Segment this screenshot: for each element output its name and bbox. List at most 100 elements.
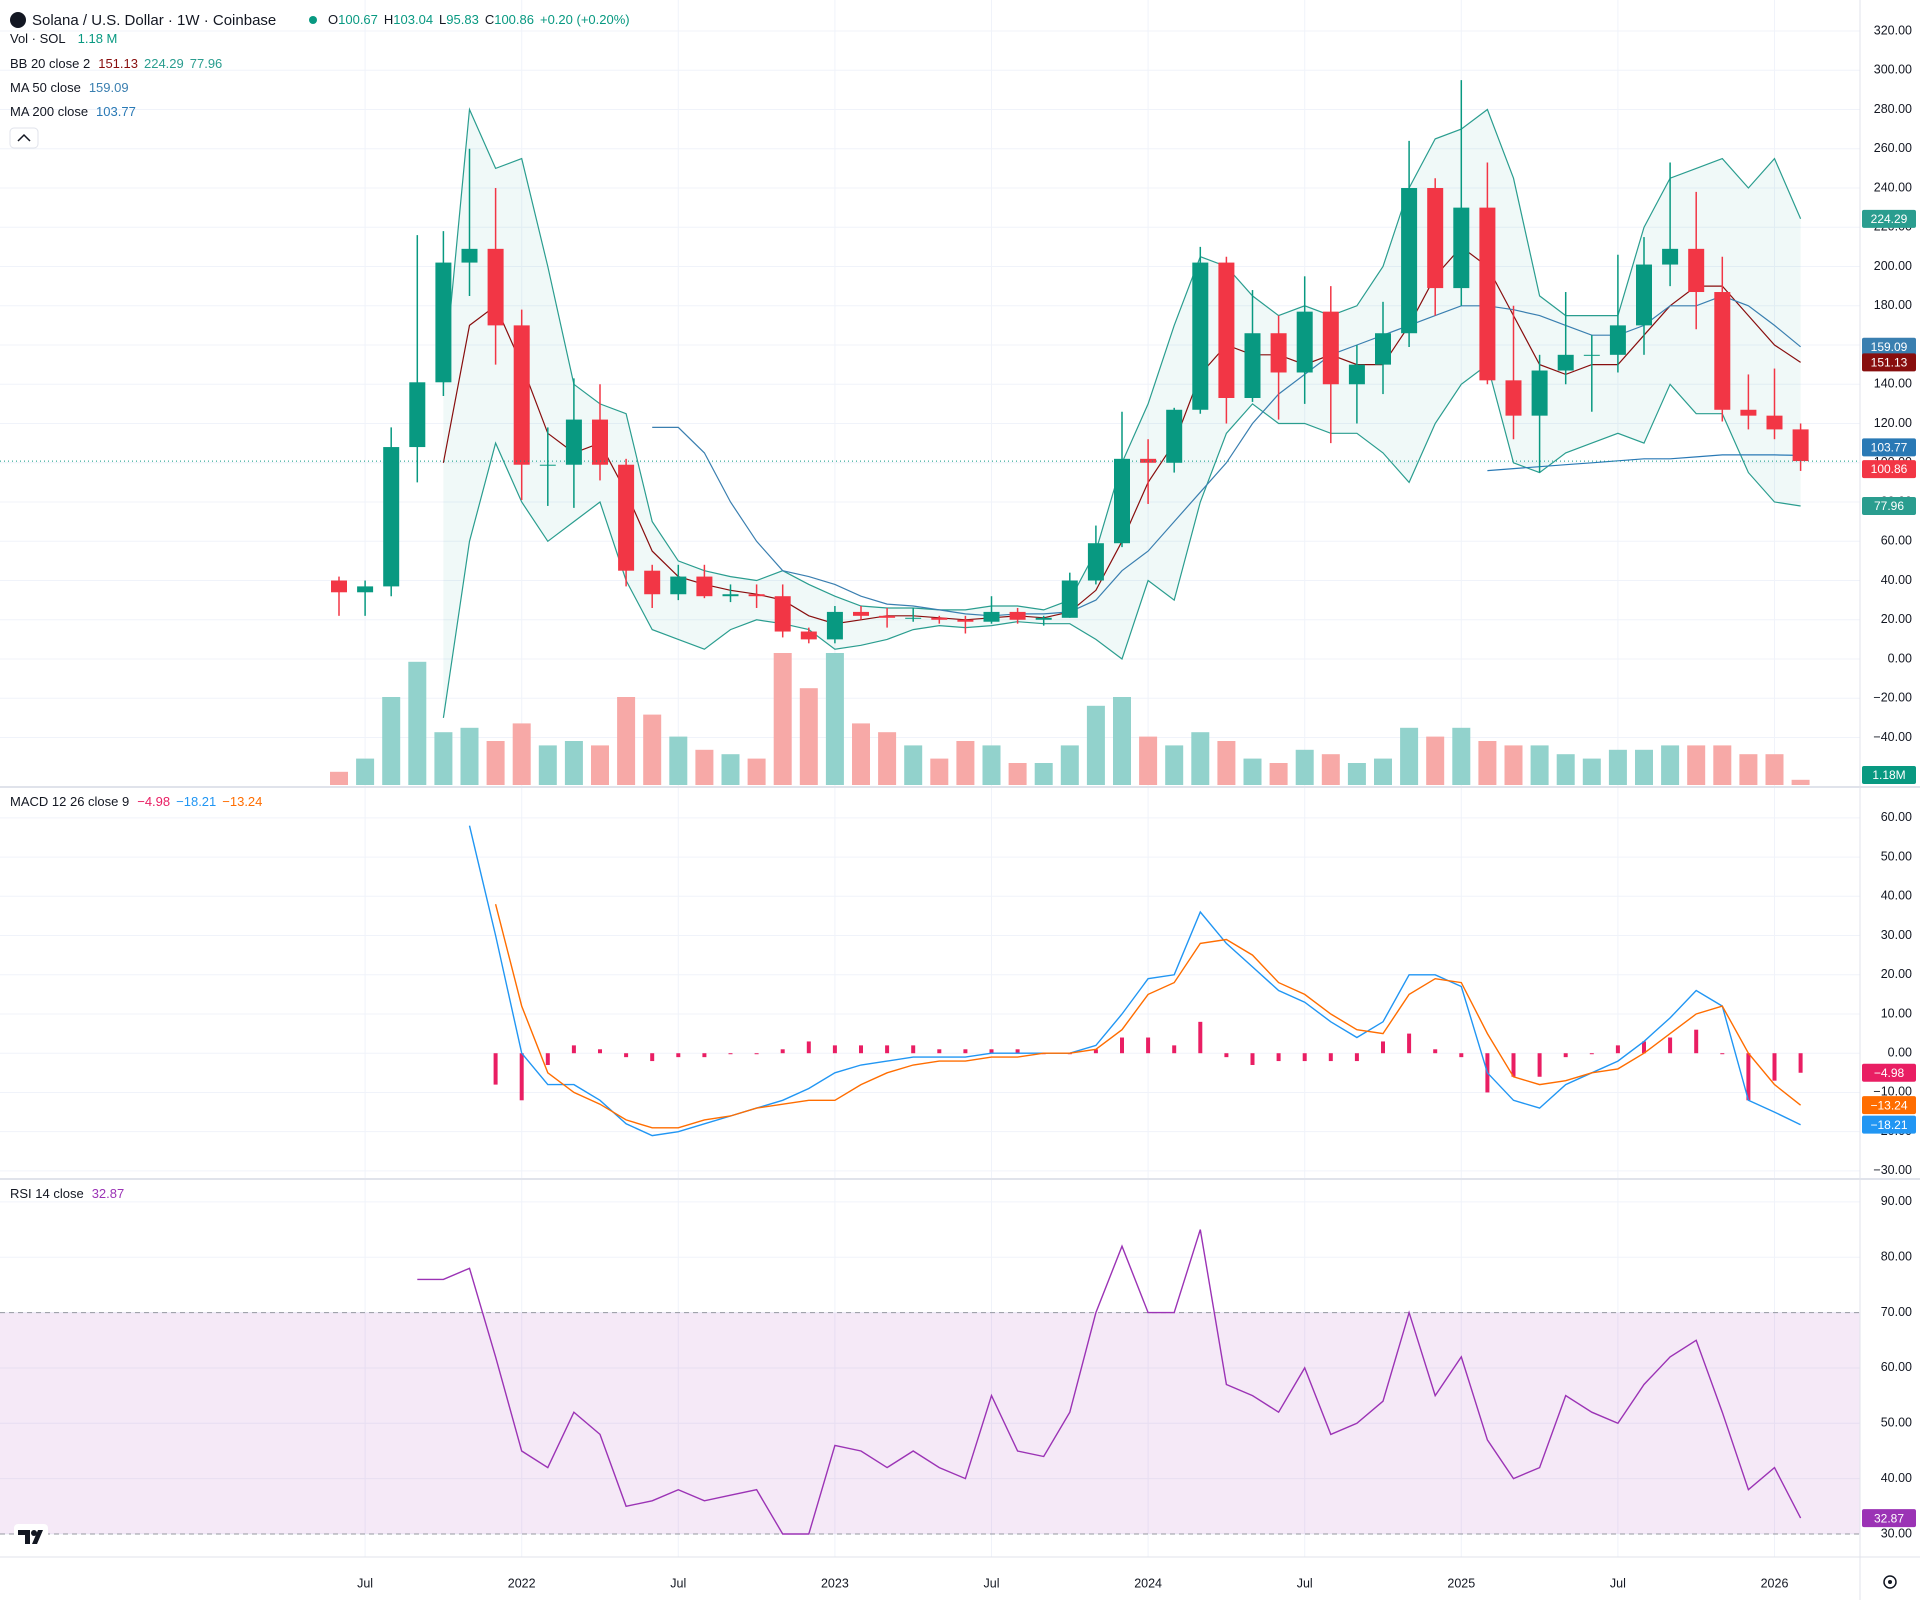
candle-body (487, 248, 504, 326)
volume-bar (1530, 745, 1549, 785)
volume-bar (1400, 727, 1419, 785)
settings-button[interactable] (1883, 1575, 1897, 1589)
histogram-bar (1720, 1053, 1725, 1055)
price-badge-label: −18.21 (1870, 1118, 1907, 1132)
logo[interactable] (14, 1524, 48, 1548)
histogram-bar (1276, 1053, 1281, 1062)
histogram-bar (1120, 1037, 1124, 1054)
price-badge-label: 1.18M (1872, 768, 1905, 782)
price-badge (1862, 1096, 1916, 1115)
volume-bar (1582, 758, 1601, 785)
volume-bar (956, 741, 975, 785)
volume-bar (747, 758, 766, 785)
histogram-bar (1459, 1053, 1464, 1058)
y-tick-label: 10.00 (1881, 1006, 1912, 1020)
volume-bar (878, 732, 897, 785)
y-tick-label: 20.00 (1881, 612, 1912, 626)
y-tick-label: 60.00 (1881, 810, 1912, 824)
ohlc-value: 100.67 (338, 12, 378, 27)
candle-body (1244, 333, 1261, 398)
histogram-bar (1615, 1045, 1620, 1054)
bb-legend: BB 20 close 2 151.13 224.29 77.96 (10, 56, 222, 71)
candle-body (879, 615, 896, 618)
rsi-legend: RSI 14 close 32.87 (10, 1186, 124, 1201)
legend-value: −4.98 (137, 794, 170, 809)
candle-body (1688, 248, 1705, 293)
price-badge-label: 77.96 (1874, 499, 1904, 513)
volume-bar (1191, 732, 1210, 785)
histogram-bar (859, 1045, 863, 1054)
price-badge (1862, 766, 1916, 784)
volume-bar (1426, 736, 1445, 785)
histogram-bar (1694, 1029, 1699, 1054)
candle-body (722, 594, 739, 597)
candle-body (618, 464, 635, 571)
y-tick-label: 180.00 (1874, 298, 1912, 312)
x-tick-label: 2025 (1447, 1576, 1475, 1590)
chart-title: Solana / U.S. Dollar · 1W · Coinbase (32, 12, 276, 29)
y-tick-label: 30.00 (1881, 1526, 1912, 1540)
volume-bar (486, 741, 505, 785)
volume-bar (825, 653, 844, 785)
volume-bar (1165, 745, 1184, 785)
histogram-bar (493, 1053, 498, 1085)
volume-bar (330, 771, 348, 785)
histogram-bar (1146, 1037, 1151, 1054)
price-badge (1862, 460, 1916, 479)
indicator-line (468, 825, 1801, 1137)
y-tick-label: −20.00 (1873, 691, 1912, 705)
y-tick-label: 40.00 (1881, 1471, 1912, 1485)
legend-name: MA 50 close (10, 80, 81, 95)
volume-bar (1478, 741, 1497, 785)
histogram-bar (885, 1045, 890, 1054)
histogram-bar (1354, 1053, 1359, 1062)
volume-bar (1739, 754, 1758, 785)
volume-bar (669, 736, 688, 785)
candle-body (1087, 543, 1104, 581)
histogram-bar (1798, 1053, 1803, 1073)
candle-body (696, 576, 713, 597)
volume-bar (1321, 754, 1340, 785)
candle-body (1662, 248, 1679, 265)
candle-body (513, 325, 530, 465)
candle-body (592, 419, 608, 465)
y-tick-label: 0.00 (1888, 1046, 1912, 1060)
volume-bar (1086, 705, 1105, 785)
volume-bar (982, 745, 1001, 785)
y-tick-label: 50.00 (1881, 849, 1912, 863)
legend-name: BB 20 close 2 (10, 56, 90, 71)
candle-body (1009, 611, 1026, 620)
volume-bar (1791, 779, 1810, 785)
price-badge-label: 224.29 (1871, 212, 1908, 226)
volume-bar (695, 749, 714, 785)
histogram-bar (1224, 1053, 1229, 1058)
candle-body (1114, 458, 1130, 544)
ohlc-label: O (328, 12, 338, 27)
collapse-button[interactable] (9, 127, 39, 149)
volume-bar (1452, 727, 1471, 785)
histogram-bar (1563, 1053, 1568, 1058)
legend-name: MA 200 close (10, 104, 88, 119)
price-badge-label: 100.86 (1871, 462, 1908, 476)
candle-body (748, 594, 765, 597)
candle-body (957, 619, 974, 622)
y-tick-label: 90.00 (1881, 1194, 1912, 1208)
histogram-bar (1746, 1053, 1751, 1101)
legend-value: 103.77 (96, 104, 136, 119)
histogram-bar (1668, 1037, 1673, 1054)
histogram-bar (571, 1045, 576, 1054)
histogram-bar (1198, 1021, 1203, 1054)
legend-value: −13.24 (222, 794, 262, 809)
symbol-icon[interactable] (10, 12, 26, 28)
candle-body (1636, 264, 1652, 326)
y-tick-label: 280.00 (1874, 102, 1912, 116)
price-badge (1862, 1509, 1916, 1528)
legend-value: −18.21 (176, 794, 216, 809)
volume-bar (564, 741, 583, 785)
histogram-bar (1015, 1049, 1020, 1054)
histogram-bar (832, 1045, 837, 1054)
x-tick-label: Jul (984, 1576, 1000, 1590)
price-badge-label: 151.13 (1871, 356, 1908, 370)
ohlc-value: 100.86 (494, 12, 534, 27)
